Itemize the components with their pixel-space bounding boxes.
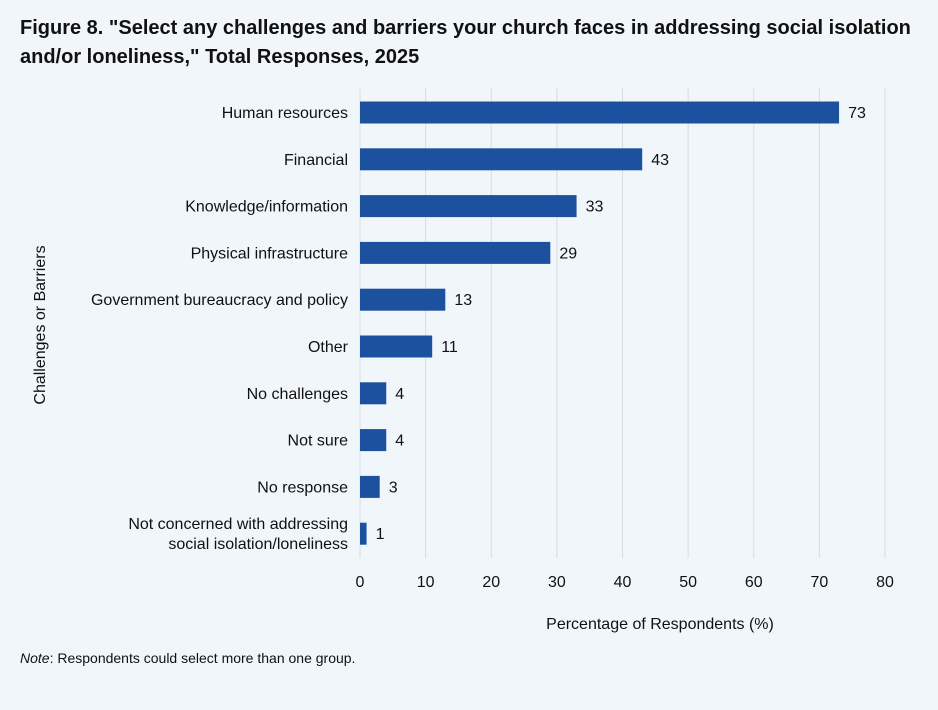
value-label: 43 <box>651 152 669 169</box>
bar <box>360 522 367 545</box>
value-label: 13 <box>454 292 472 309</box>
bar <box>360 101 840 124</box>
bar <box>360 288 446 311</box>
x-axis-ticks: 0 10 20 30 40 50 60 70 80 <box>356 574 894 591</box>
category-label: Knowledge/information <box>185 199 348 216</box>
x-tick-label: 70 <box>810 574 828 591</box>
value-label: 4 <box>395 433 404 450</box>
footnote: Note: Respondents could select more than… <box>20 650 355 666</box>
category-label: Not sure <box>288 433 349 450</box>
x-tick-label: 30 <box>548 574 566 591</box>
category-label: Physical infrastructure <box>191 245 348 262</box>
bar <box>360 241 551 264</box>
bar <box>360 335 433 358</box>
x-tick-label: 80 <box>876 574 894 591</box>
category-label: Other <box>308 339 349 356</box>
bar <box>360 195 577 218</box>
value-label: 73 <box>848 105 866 122</box>
x-tick-label: 40 <box>614 574 632 591</box>
category-label: Human resources <box>222 105 348 122</box>
bars <box>360 101 840 545</box>
note-label: Note <box>20 650 50 666</box>
value-label: 3 <box>389 479 398 496</box>
value-label: 1 <box>376 526 385 543</box>
x-tick-label: 60 <box>745 574 763 591</box>
category-label: No response <box>257 479 348 496</box>
category-labels: Human resources Financial Knowledge/inform… <box>91 105 349 553</box>
value-label: 29 <box>559 245 577 262</box>
x-tick-label: 50 <box>679 574 697 591</box>
category-label: Not concerned with addressing social isol… <box>128 516 348 553</box>
bar <box>360 429 387 452</box>
bar <box>360 382 387 405</box>
bar <box>360 148 643 171</box>
category-label: Financial <box>284 152 348 169</box>
bar <box>360 475 380 498</box>
value-label: 11 <box>441 339 458 356</box>
x-tick-label: 20 <box>482 574 500 591</box>
x-tick-label: 0 <box>356 574 365 591</box>
value-label: 33 <box>586 199 604 216</box>
value-label: 4 <box>395 386 404 403</box>
y-axis-title: Challenges or Barriers <box>32 245 49 404</box>
x-axis-title: Percentage of Respondents (%) <box>546 616 774 633</box>
category-label: Government bureaucracy and policy <box>91 292 348 309</box>
category-label: No challenges <box>247 386 348 403</box>
x-tick-label: 10 <box>417 574 435 591</box>
chart-title: Figure 8. "Select any challenges and bar… <box>20 17 911 68</box>
note-text: : Respondents could select more than one… <box>49 650 356 666</box>
